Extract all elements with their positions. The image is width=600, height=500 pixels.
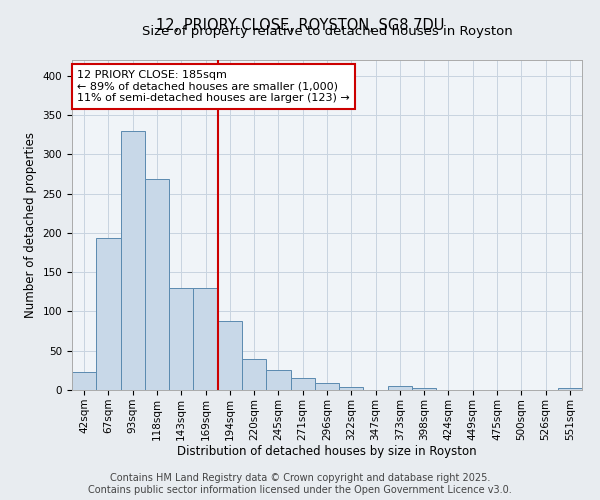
Bar [290,378,315,390]
Text: Contains HM Land Registry data © Crown copyright and database right 2025.
Contai: Contains HM Land Registry data © Crown c… [88,474,512,495]
Bar [388,386,412,390]
Bar [315,383,339,390]
Bar [193,288,218,390]
Bar [339,387,364,390]
Bar [242,358,266,390]
Bar [169,288,193,390]
Bar [218,321,242,390]
Text: 12 PRIORY CLOSE: 185sqm
← 89% of detached houses are smaller (1,000)
11% of semi: 12 PRIORY CLOSE: 185sqm ← 89% of detache… [77,70,350,103]
Y-axis label: Number of detached properties: Number of detached properties [24,132,37,318]
Title: Size of property relative to detached houses in Royston: Size of property relative to detached ho… [142,25,512,38]
Bar [72,372,96,390]
Bar [412,388,436,390]
Bar [145,180,169,390]
Bar [96,238,121,390]
Text: 12, PRIORY CLOSE, ROYSTON, SG8 7DU: 12, PRIORY CLOSE, ROYSTON, SG8 7DU [156,18,444,32]
Bar [558,388,582,390]
X-axis label: Distribution of detached houses by size in Royston: Distribution of detached houses by size … [177,446,477,458]
Bar [266,370,290,390]
Bar [121,130,145,390]
